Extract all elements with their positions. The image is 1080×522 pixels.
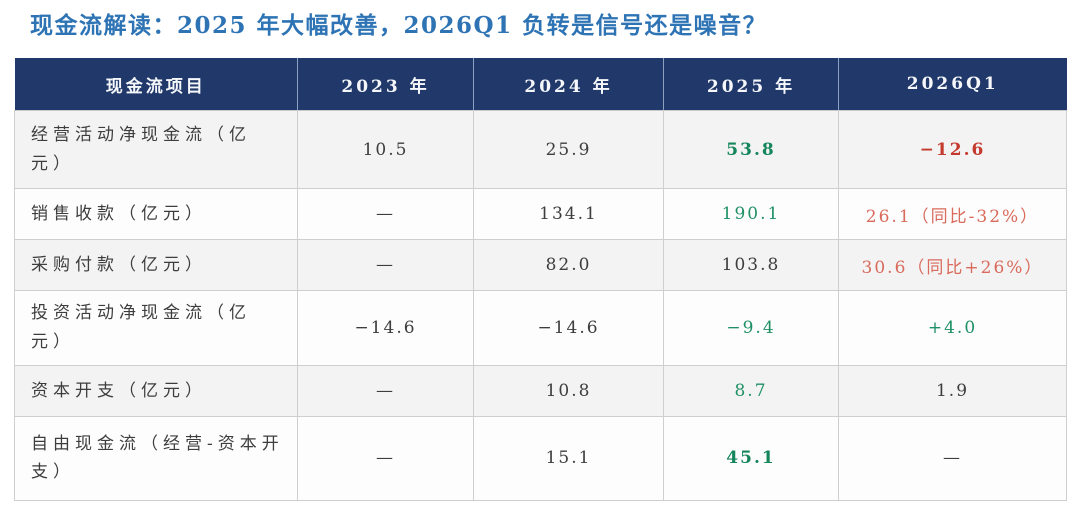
cell: 15.1 bbox=[473, 415, 664, 501]
table-row-capex: 资本开支（亿元） — 10.8 8.7 1.9 bbox=[14, 364, 1067, 417]
cell: — bbox=[297, 364, 474, 417]
row-label: 自由现金流（经营-资本开支） bbox=[14, 415, 298, 501]
cell-value: 26.1（同比-32%） bbox=[865, 206, 1040, 227]
cell-value: 45.1 bbox=[726, 448, 776, 469]
table-row-purchase-payments: 采购付款（亿元） — 82.0 103.8 30.6（同比+26%） bbox=[14, 239, 1067, 292]
cell: −12.6 bbox=[838, 110, 1067, 190]
column-header-2024: 2024 年 bbox=[473, 58, 664, 112]
cell: 190.1 bbox=[663, 188, 839, 241]
page-title: 现金流解读：2025 年大幅改善，2026Q1 负转是信号还是噪音？ bbox=[30, 12, 768, 39]
cell: 45.1 bbox=[663, 415, 839, 501]
cell: — bbox=[297, 188, 474, 241]
cell-value: −12.6 bbox=[919, 139, 986, 160]
table-row-free-cashflow: 自由现金流（经营-资本开支） — 15.1 45.1 — bbox=[14, 415, 1067, 501]
column-header-2026q1: 2026Q1 bbox=[838, 58, 1067, 112]
cell-value: 30.6（同比+26%） bbox=[861, 257, 1044, 278]
row-label: 销售收款（亿元） bbox=[14, 188, 298, 241]
row-label: 经营活动净现金流（亿元） bbox=[14, 110, 298, 190]
cell: −9.4 bbox=[663, 290, 839, 366]
column-header-2025: 2025 年 bbox=[663, 58, 839, 112]
cell-value: −14.6 bbox=[354, 318, 417, 339]
row-label: 投资活动净现金流（亿元） bbox=[14, 290, 298, 366]
cell: 10.5 bbox=[297, 110, 474, 190]
cell: 53.8 bbox=[663, 110, 839, 190]
cell: — bbox=[297, 415, 474, 501]
cell-value: 190.1 bbox=[721, 204, 781, 225]
cell: −14.6 bbox=[297, 290, 474, 366]
cell-value: — bbox=[376, 255, 395, 276]
cell-value: 10.8 bbox=[545, 380, 592, 401]
table-row-sales-receipts: 销售收款（亿元） — 134.1 190.1 26.1（同比-32%） bbox=[14, 188, 1067, 241]
cell-value: 53.8 bbox=[726, 139, 776, 160]
cell-value: 10.5 bbox=[362, 139, 409, 160]
column-header-2023: 2023 年 bbox=[297, 58, 474, 112]
cell-value: −9.4 bbox=[726, 318, 776, 339]
table-header-row: 现金流项目 2023 年 2024 年 2025 年 2026Q1 bbox=[14, 58, 1067, 112]
cell: 1.9 bbox=[838, 364, 1067, 417]
cell-value: — bbox=[943, 448, 962, 469]
cell: — bbox=[297, 239, 474, 292]
cell-value: −14.6 bbox=[537, 318, 600, 339]
row-label: 采购付款（亿元） bbox=[14, 239, 298, 292]
cell: +4.0 bbox=[838, 290, 1067, 366]
cell-value: 25.9 bbox=[545, 139, 592, 160]
cell-value: 8.7 bbox=[734, 380, 768, 401]
cell-value: +4.0 bbox=[927, 318, 978, 339]
cell-value: 82.0 bbox=[545, 255, 592, 276]
cell: — bbox=[838, 415, 1067, 501]
cell: 25.9 bbox=[473, 110, 664, 190]
cell: 134.1 bbox=[473, 188, 664, 241]
cell: 10.8 bbox=[473, 364, 664, 417]
cell-value: 15.1 bbox=[545, 448, 592, 469]
cell-value: — bbox=[376, 204, 395, 225]
cell: 30.6（同比+26%） bbox=[838, 239, 1067, 292]
cell-value: 103.8 bbox=[721, 255, 781, 276]
cell-value: 1.9 bbox=[935, 380, 970, 401]
cell: 8.7 bbox=[663, 364, 839, 417]
cell: −14.6 bbox=[473, 290, 664, 366]
cell: 103.8 bbox=[663, 239, 839, 292]
cell-value: — bbox=[376, 448, 395, 469]
row-label: 资本开支（亿元） bbox=[14, 364, 298, 417]
cashflow-table: 现金流项目 2023 年 2024 年 2025 年 2026Q1 经营活动净现… bbox=[14, 58, 1067, 501]
table-row-investing-cashflow: 投资活动净现金流（亿元） −14.6 −14.6 −9.4 +4.0 bbox=[14, 290, 1067, 366]
cell-value: 134.1 bbox=[539, 204, 598, 225]
cell: 26.1（同比-32%） bbox=[838, 188, 1067, 241]
column-header-item: 现金流项目 bbox=[14, 58, 298, 112]
table-row-operating-cashflow: 经营活动净现金流（亿元） 10.5 25.9 53.8 −12.6 bbox=[14, 110, 1067, 190]
cell-value: — bbox=[376, 380, 395, 401]
cell: 82.0 bbox=[473, 239, 664, 292]
